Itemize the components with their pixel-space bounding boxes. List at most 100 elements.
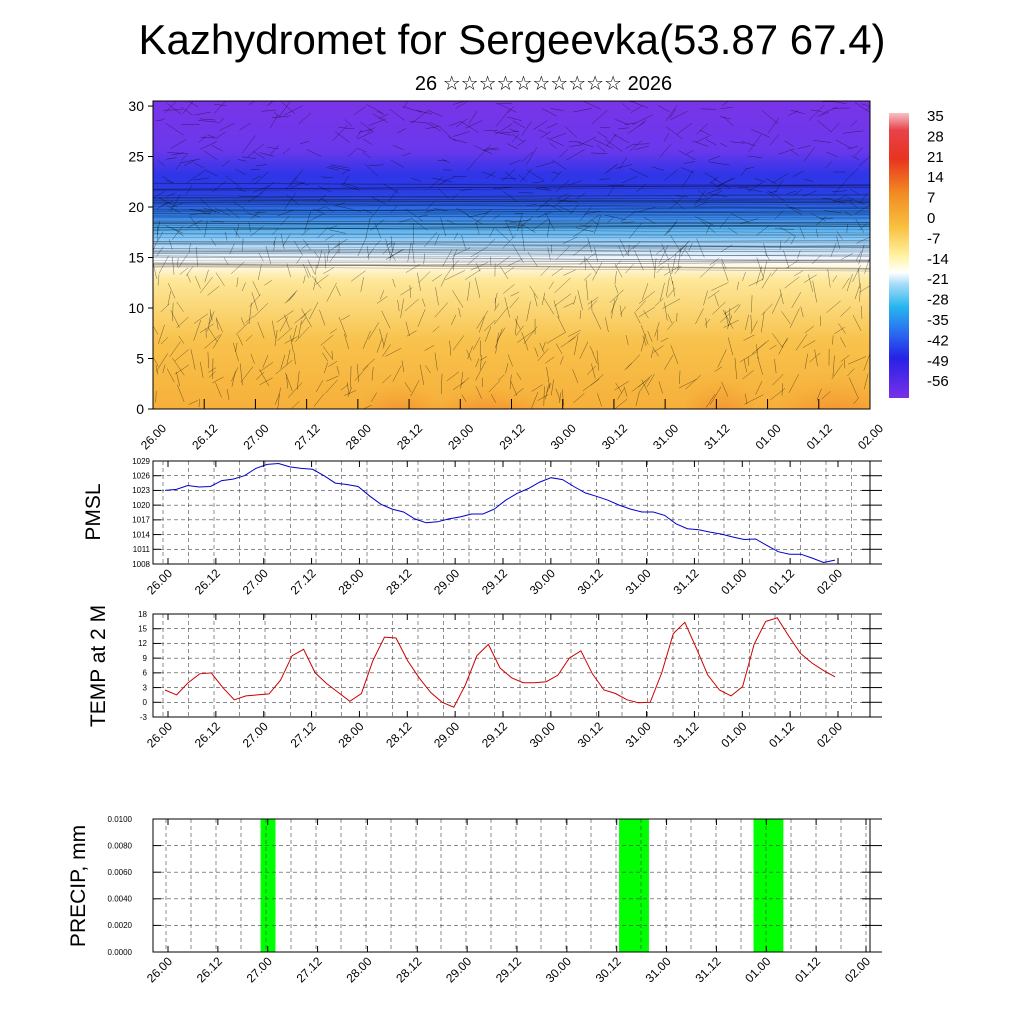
wind-segment [808,104,825,121]
wind-segment [475,360,487,381]
wind-segment [569,204,579,215]
wind-segment [620,210,637,222]
wind-segment [181,107,193,116]
wind-segment [329,328,338,334]
wind-segment [290,181,306,189]
x-tick-label: 31.12 [670,566,701,597]
wind-segment [707,290,720,299]
wind-segment [229,243,235,254]
wind-segment [748,278,764,287]
wind-segment [259,152,274,157]
wind-segment [555,179,570,193]
wind-segment [680,167,694,173]
wind-segment [545,356,555,364]
wind-segment [189,101,199,108]
wind-segment [193,177,210,181]
wind-segment [520,168,533,183]
wind-segment [589,345,594,354]
wind-segment [563,269,576,276]
warm-spot [360,359,440,409]
wind-segment [193,320,202,341]
y-tick-label: 0 [136,401,144,417]
wind-segment [832,355,835,377]
wind-segment [264,280,272,286]
wind-segment [404,298,419,312]
wind-segment [153,263,870,269]
wind-segment [153,243,870,247]
wind-segment [853,397,860,405]
wind-segment [643,310,649,319]
wind-segment [532,120,548,131]
wind-segment [153,241,870,244]
wind-segment [638,306,656,318]
wind-segment [313,393,325,407]
wind-segment [534,347,539,357]
wind-segment [560,337,576,348]
wind-segment [721,101,729,107]
wind-segment [708,161,730,166]
pmsl-axis-label: PMSL [82,483,105,540]
wind-segment [573,295,577,305]
wind-segment [409,120,429,124]
wind-segment [665,104,678,122]
y-tick-label: 0.0100 [108,815,133,824]
wind-segment [720,107,733,109]
wind-segment [153,184,870,190]
wind-segment [852,264,861,282]
wind-segment [350,209,362,212]
wind-segment [859,222,868,231]
wind-segment [332,124,348,142]
y-tick-label: 15 [138,625,147,634]
wind-segment [531,384,543,392]
wind-segment [518,216,534,229]
wind-segment [657,255,675,267]
wind-segment [216,318,219,330]
wind-segment [774,179,784,193]
wind-segment [396,128,407,134]
wind-segment [162,176,174,184]
wind-segment [153,197,870,201]
y-tick-label: 0.0000 [108,948,133,957]
wind-segment [193,162,204,168]
wind-segment [618,127,629,129]
wind-segment [693,190,707,207]
wind-segment [434,352,438,371]
wind-segment [705,223,712,234]
wind-segment [537,394,549,401]
wind-segment [832,194,847,203]
wind-segment [329,229,347,234]
wind-segment [509,159,522,166]
wind-segment [301,317,307,325]
wind-segment [392,365,402,382]
wind-segment [203,150,218,160]
wind-segment [182,101,194,115]
wind-segment [719,216,730,229]
x-tick-label: 26.12 [194,954,225,985]
wind-segment [153,266,870,272]
wind-segment [858,268,860,289]
wind-segment [273,241,276,251]
wind-segment [382,333,388,349]
wind-segment [614,381,629,391]
x-tick-label: 29.00 [431,719,462,750]
wind-segment [422,298,426,307]
wind-segment [704,172,717,181]
wind-segment [186,266,194,276]
wind-segment [555,388,561,401]
wind-segment [294,308,312,324]
wind-segment [167,103,182,115]
wind-segment [437,188,449,199]
wind-segment [385,348,402,357]
wind-segment [235,342,238,353]
wind-segment [461,121,480,134]
wind-segment [326,250,329,262]
wind-segment [632,101,649,109]
wind-segment [606,133,617,147]
wind-segment [304,211,311,232]
wind-segment [172,357,185,376]
wind-segment [744,394,764,405]
wind-segment [654,322,660,337]
x-tick-label: 29.12 [493,954,524,985]
wind-segment [323,267,334,274]
wind-segment [425,201,435,211]
